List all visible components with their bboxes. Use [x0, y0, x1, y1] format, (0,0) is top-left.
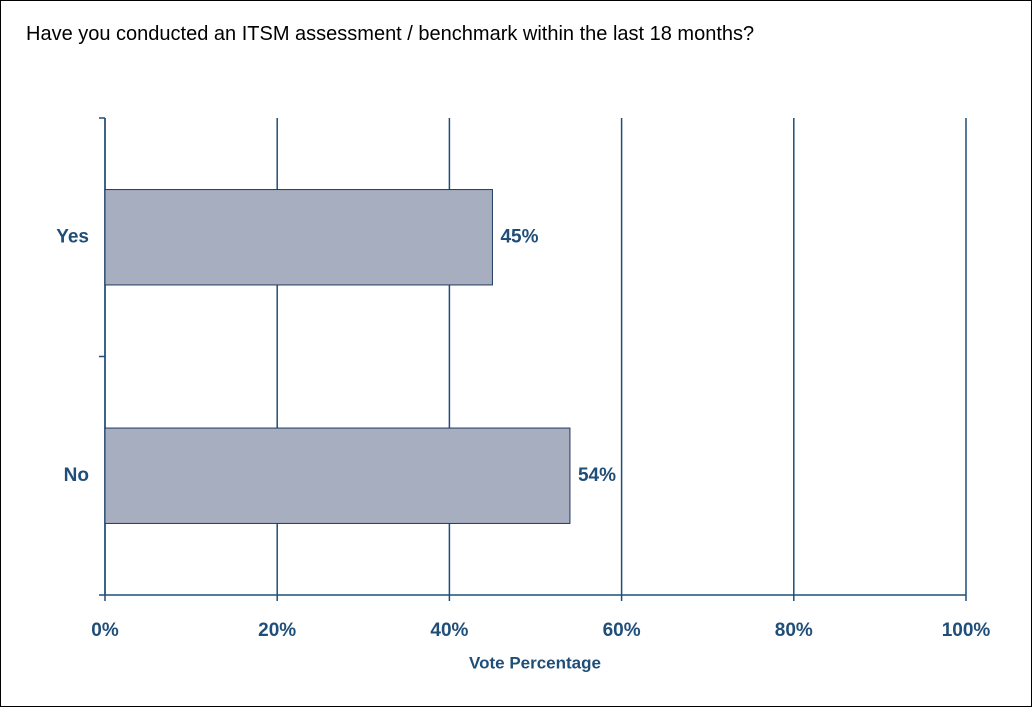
x-tick-label: 40%: [430, 620, 468, 641]
x-tick-label: 60%: [603, 620, 641, 641]
x-tick-label: 80%: [775, 620, 813, 641]
x-axis-title: Vote Percentage: [469, 653, 601, 672]
value-label: 45%: [500, 226, 538, 247]
x-tick-label: 0%: [91, 620, 119, 641]
value-label: 54%: [578, 465, 616, 486]
x-tick-label: 100%: [942, 620, 991, 641]
y-tick-label: No: [64, 465, 89, 486]
chart-title: Have you conducted an ITSM assessment / …: [26, 23, 755, 45]
y-tick-label: Yes: [56, 226, 89, 247]
x-tick-label: 20%: [258, 620, 296, 641]
bar: [104, 189, 493, 286]
bar: [104, 427, 571, 524]
